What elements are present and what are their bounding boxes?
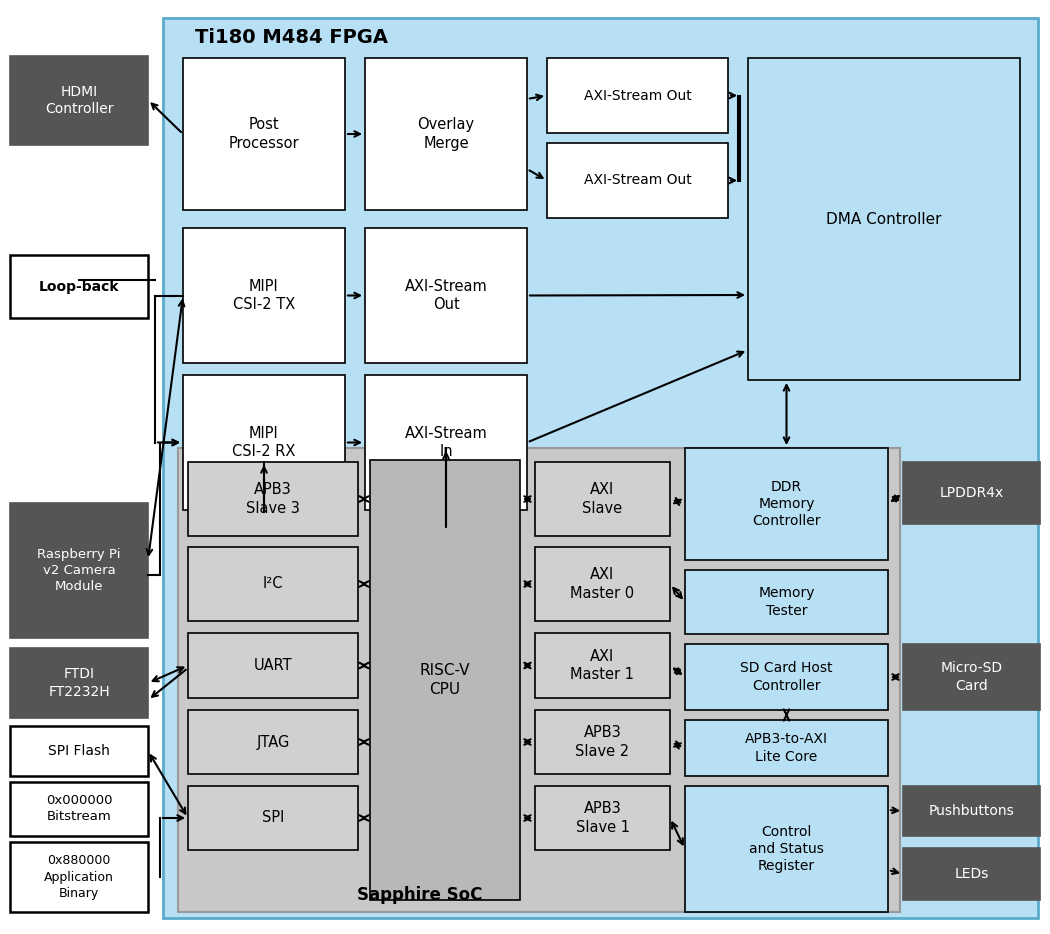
Text: JTAG: JTAG xyxy=(256,734,290,749)
Text: DDR
Memory
Controller: DDR Memory Controller xyxy=(752,480,821,529)
Text: Memory
Tester: Memory Tester xyxy=(758,587,815,617)
Text: Overlay
Merge: Overlay Merge xyxy=(418,117,475,150)
Text: APB3-to-AXI
Lite Core: APB3-to-AXI Lite Core xyxy=(746,732,828,764)
Bar xyxy=(547,58,728,133)
Bar xyxy=(903,644,1040,710)
Bar xyxy=(365,228,527,363)
Bar xyxy=(370,460,520,900)
Bar xyxy=(188,710,358,774)
Bar xyxy=(10,56,148,145)
Text: DMA Controller: DMA Controller xyxy=(826,211,942,227)
Bar xyxy=(685,644,888,710)
Text: APB3
Slave 1: APB3 Slave 1 xyxy=(575,801,630,835)
Bar xyxy=(10,782,148,836)
Bar xyxy=(183,375,345,510)
Text: LPDDR4x: LPDDR4x xyxy=(940,486,1004,500)
Text: FTDI
FT2232H: FTDI FT2232H xyxy=(48,668,110,699)
Bar xyxy=(365,375,527,510)
Text: AXI
Master 0: AXI Master 0 xyxy=(570,567,634,601)
Bar xyxy=(183,228,345,363)
Text: AXI-Stream
Out: AXI-Stream Out xyxy=(404,278,487,312)
Bar xyxy=(183,58,345,210)
Bar xyxy=(188,786,358,850)
Bar xyxy=(536,786,670,850)
Bar xyxy=(188,633,358,698)
Bar xyxy=(748,58,1020,380)
Text: 0x880000
Application
Binary: 0x880000 Application Binary xyxy=(44,855,114,899)
Bar xyxy=(685,448,888,560)
Bar xyxy=(536,710,670,774)
Text: Ti180 M484 FPGA: Ti180 M484 FPGA xyxy=(195,29,388,48)
Text: AXI
Slave: AXI Slave xyxy=(583,482,623,516)
Bar xyxy=(10,503,148,638)
Text: RISC-V
CPU: RISC-V CPU xyxy=(420,663,470,697)
Text: MIPI
CSI-2 TX: MIPI CSI-2 TX xyxy=(233,278,295,312)
Bar xyxy=(10,726,148,776)
Bar xyxy=(188,462,358,536)
Bar xyxy=(547,143,728,218)
Bar xyxy=(685,786,888,912)
Bar xyxy=(536,462,670,536)
Text: AXI-Stream Out: AXI-Stream Out xyxy=(584,174,691,188)
Bar xyxy=(163,18,1038,918)
Text: LEDs: LEDs xyxy=(954,867,989,881)
Text: MIPI
CSI-2 RX: MIPI CSI-2 RX xyxy=(232,426,296,460)
Text: Post
Processor: Post Processor xyxy=(229,117,299,150)
Bar xyxy=(536,547,670,621)
Text: Sapphire SoC: Sapphire SoC xyxy=(357,886,483,904)
Bar xyxy=(903,462,1040,524)
Bar xyxy=(365,58,527,210)
Bar xyxy=(685,720,888,776)
Text: APB3
Slave 2: APB3 Slave 2 xyxy=(575,725,630,758)
Text: Raspberry Pi
v2 Camera
Module: Raspberry Pi v2 Camera Module xyxy=(37,548,121,593)
Bar xyxy=(685,570,888,634)
Bar xyxy=(10,255,148,318)
Bar xyxy=(10,842,148,912)
Text: Micro-SD
Card: Micro-SD Card xyxy=(941,661,1003,693)
Text: AXI
Master 1: AXI Master 1 xyxy=(570,649,634,683)
Bar xyxy=(188,547,358,621)
Bar xyxy=(536,633,670,698)
Text: SPI Flash: SPI Flash xyxy=(48,744,110,758)
Text: SD Card Host
Controller: SD Card Host Controller xyxy=(740,661,833,693)
Text: APB3
Slave 3: APB3 Slave 3 xyxy=(246,482,300,516)
Text: HDMI
Controller: HDMI Controller xyxy=(45,85,113,116)
Bar xyxy=(10,648,148,718)
Bar xyxy=(903,786,1040,836)
Text: UART: UART xyxy=(254,658,292,673)
Text: AXI-Stream Out: AXI-Stream Out xyxy=(584,89,691,103)
Text: 0x000000
Bitstream: 0x000000 Bitstream xyxy=(46,795,112,824)
Text: Loop-back: Loop-back xyxy=(39,279,120,293)
Text: SPI: SPI xyxy=(261,811,285,826)
Text: AXI-Stream
In: AXI-Stream In xyxy=(404,426,487,460)
Text: I²C: I²C xyxy=(262,576,284,591)
Bar xyxy=(178,448,900,912)
Text: Control
and Status
Register: Control and Status Register xyxy=(749,825,824,873)
Text: Pushbuttons: Pushbuttons xyxy=(928,804,1014,818)
Bar xyxy=(903,848,1040,900)
